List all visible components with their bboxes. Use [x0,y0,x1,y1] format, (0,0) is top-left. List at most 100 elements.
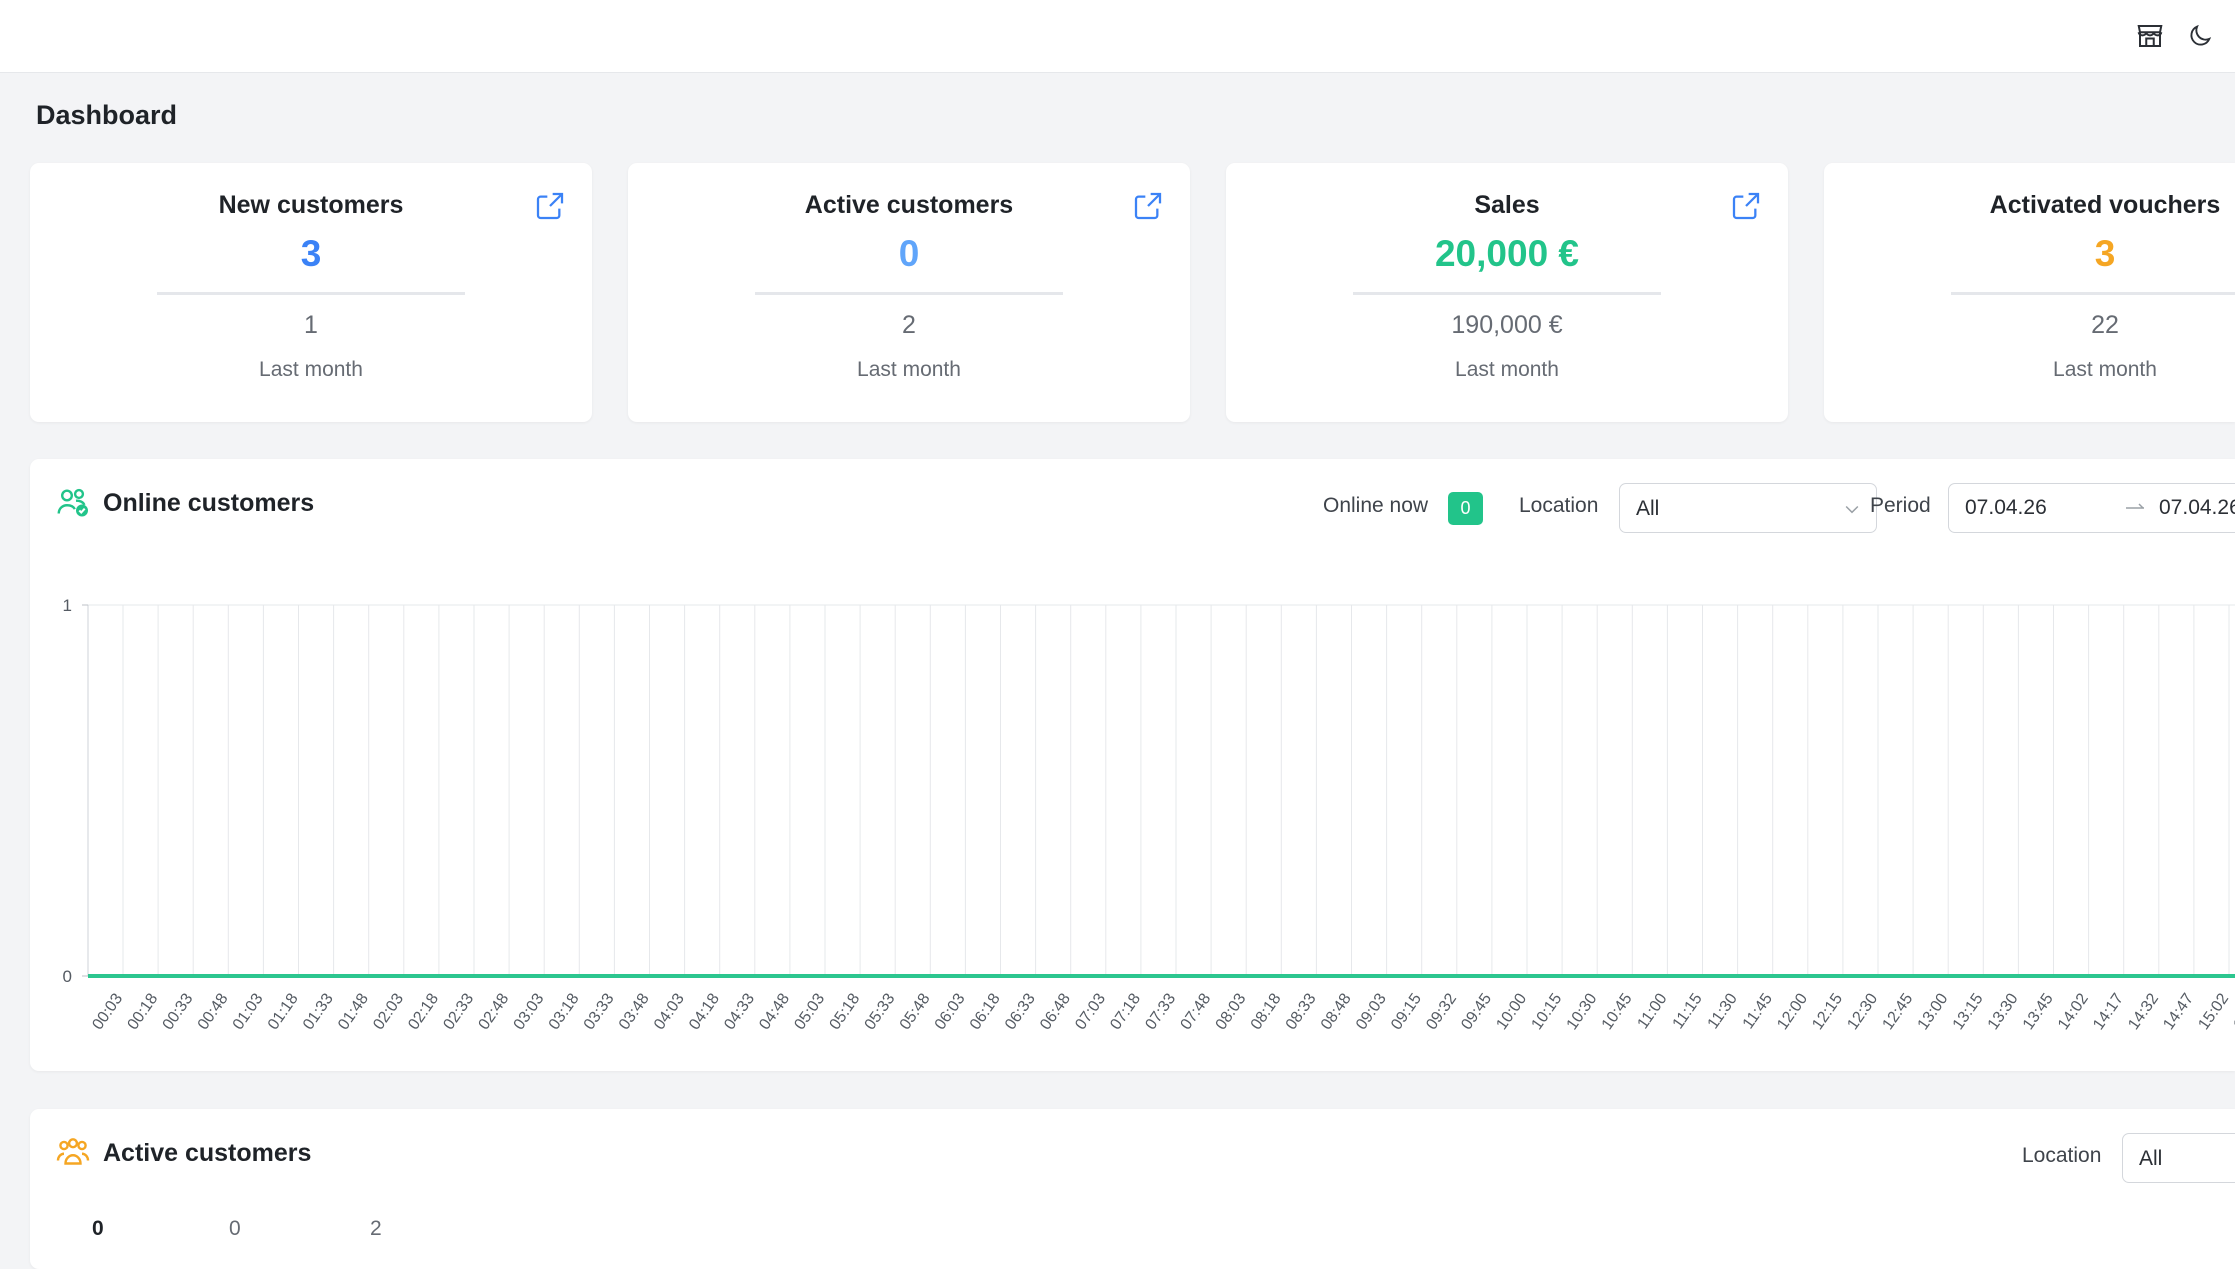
x-tick-label: 08:48 [1318,990,1355,1033]
kpi-previous-value: 190,000 € [1451,311,1563,339]
panel-title: Active customers [103,1139,312,1167]
kpi-value: 20,000 € [1434,233,1580,274]
kpi-title: New customers [218,191,404,219]
kpi-title: Active customers [804,191,1014,219]
x-tick-label: 02:48 [475,990,512,1033]
y-tick-label: 0 [63,967,72,986]
x-tick-label: 06:18 [967,990,1004,1033]
online-now-label: Online now [1323,494,1429,517]
period-range-picker[interactable] [1948,483,2235,533]
users-check-icon [57,488,88,517]
x-tick-label: 09:03 [1353,990,1390,1033]
chevron-down-icon [1845,505,1859,514]
period-start-input[interactable] [1965,484,2115,532]
moon-icon[interactable] [2182,18,2218,54]
x-tick-label: 04:03 [651,990,688,1033]
x-tick-label: 13:15 [1950,990,1987,1033]
kpi-period-label: Last month [1455,358,1559,381]
x-tick-label: 03:33 [581,990,618,1033]
kpi-divider [157,292,465,295]
y-tick-label: 1 [63,596,72,615]
location-select-value: All [1636,497,1660,520]
group-icon [56,1138,90,1165]
kpi-value: 3 [2094,233,2116,274]
active-stat-value: 0 [92,1217,104,1240]
x-tick-label: 13:45 [2020,990,2057,1033]
kpi-value: 3 [300,233,322,274]
kpi-card-sales: Sales 20,000 € 190,000 € Last month [1226,163,1788,422]
x-tick-label: 13:30 [1985,990,2022,1033]
external-link-icon[interactable] [534,190,566,222]
x-tick-label: 13:00 [1915,990,1952,1033]
kpi-title: Activated vouchers [1989,191,2221,219]
x-tick-label: 01:03 [230,990,267,1033]
x-tick-label: 07:48 [1177,990,1214,1033]
x-tick-label: 00:48 [195,990,232,1033]
x-tick-label: 10:30 [1564,990,1601,1033]
active-stat-value: 2 [370,1217,382,1240]
x-tick-label: 10:00 [1493,990,1530,1033]
online-customers-chart: 1 0 00:0300:1800:3300:4801:0301:1801:3301:… [63,596,2235,1033]
x-tick-label: 00:33 [160,990,197,1033]
location-select[interactable]: All [2122,1133,2235,1183]
kpi-period-label: Last month [857,358,961,381]
kpi-period-label: Last month [259,358,363,381]
x-tick-label: 05:33 [862,990,899,1033]
x-tick-label: 07:18 [1107,990,1144,1033]
x-tick-label: 00:03 [89,990,126,1033]
location-label: Location [2022,1144,2102,1167]
x-tick-label: 14:47 [2160,990,2197,1033]
x-tick-label: 01:18 [265,990,302,1033]
x-tick-label: 06:48 [1037,990,1074,1033]
x-tick-label: 10:45 [1599,990,1636,1033]
active-customers-panel: Active customers Location All 0 0 2 [30,1109,2235,1269]
x-tick-label: 06:33 [1002,990,1039,1033]
active-stat-value: 0 [229,1217,241,1240]
kpi-card-new-customers: New customers 3 1 Last month [30,163,592,422]
x-tick-label: 08:33 [1283,990,1320,1033]
external-link-icon[interactable] [1730,190,1762,222]
x-tick-label: 02:03 [370,990,407,1033]
kpi-previous-value: 1 [304,311,318,339]
location-select[interactable]: All [1619,483,1877,533]
x-tick-label: 06:03 [932,990,969,1033]
online-now-badge: 0 [1448,492,1483,525]
x-tick-label: 11:45 [1740,990,1776,1032]
x-tick-label: 14:17 [2090,990,2127,1033]
kpi-card-active-customers: Active customers 0 2 Last month [628,163,1190,422]
page-title: Dashboard [36,100,178,130]
x-tick-label: 11:15 [1670,990,1706,1032]
period-end-input[interactable] [2159,484,2235,532]
panel-title: Online customers [103,489,315,517]
x-tick-label: 04:33 [721,990,758,1033]
x-tick-label: 00:18 [124,990,161,1033]
x-tick-label: 01:48 [335,990,372,1033]
online-customers-panel: Online customers Online now 0 Location A… [30,459,2235,1071]
x-tick-label: 03:03 [511,990,548,1033]
arrow-right-icon [2126,503,2144,509]
top-bar [0,0,2235,73]
x-tick-label: 05:48 [897,990,934,1033]
kpi-divider [755,292,1063,295]
x-tick-label: 11:30 [1705,990,1741,1032]
x-tick-label: 15:17 [2230,990,2235,1033]
x-tick-label: 01:33 [300,990,337,1033]
store-icon[interactable] [2132,18,2168,54]
x-tick-label: 12:30 [1844,990,1881,1033]
x-tick-label: 02:18 [405,990,442,1033]
x-tick-label: 11:00 [1634,990,1670,1032]
x-tick-label: 03:18 [546,990,583,1033]
external-link-icon[interactable] [1132,190,1164,222]
x-tick-label: 12:45 [1879,990,1916,1033]
location-select-value: All [2139,1147,2163,1170]
x-tick-label: 12:00 [1774,990,1811,1033]
x-tick-label: 02:33 [440,990,477,1033]
x-tick-label: 14:32 [2125,990,2162,1033]
x-tick-label: 08:18 [1248,990,1285,1033]
x-tick-label: 07:03 [1072,990,1109,1033]
kpi-previous-value: 2 [902,311,916,339]
x-tick-label: 03:48 [616,990,653,1033]
kpi-card-activated-vouchers: Activated vouchers 3 22 Last month [1824,163,2235,422]
x-tick-label: 08:03 [1213,990,1250,1033]
x-tick-label: 05:03 [791,990,828,1033]
